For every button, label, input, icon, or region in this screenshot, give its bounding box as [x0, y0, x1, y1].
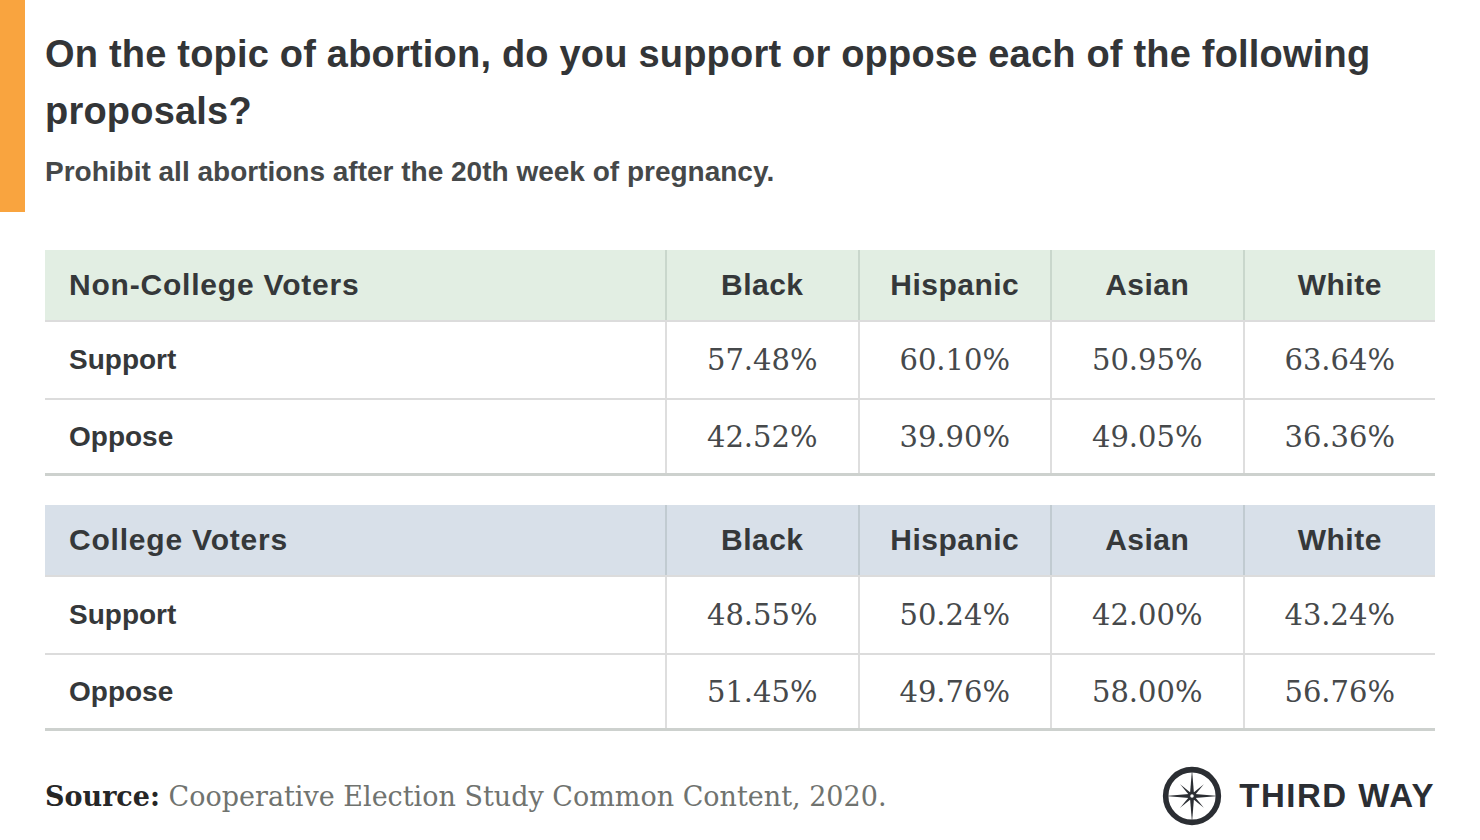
table-non-college-voters: Non-College Voters Black Hispanic Asian … [45, 250, 1435, 476]
accent-bar [0, 0, 25, 212]
column-header-cell: Hispanic [858, 505, 1051, 575]
column-header-cell: Hispanic [858, 250, 1051, 320]
source-text: Cooperative Election Study Common Conten… [169, 781, 887, 812]
column-header: Black [721, 268, 804, 302]
table-cell: 49.05% [1050, 400, 1243, 473]
cell-value: 50.24% [899, 598, 1010, 632]
cell-value: 63.64% [1284, 343, 1395, 377]
table-cell: 42.52% [665, 400, 858, 473]
table-cell: 39.90% [858, 400, 1051, 473]
column-header: Hispanic [890, 523, 1019, 557]
column-header-cell: Asian [1050, 505, 1243, 575]
cell-value: 39.90% [899, 420, 1010, 454]
table-title-cell: Non-College Voters [45, 250, 665, 320]
column-header-cell: White [1243, 505, 1436, 575]
row-label: Oppose [69, 421, 173, 453]
table-cell: 42.00% [1050, 577, 1243, 653]
cell-value: 43.24% [1284, 598, 1395, 632]
table-college-voters: College Voters Black Hispanic Asian Whit… [45, 505, 1435, 731]
source-label: Source: [45, 781, 160, 812]
cell-value: 49.76% [899, 675, 1010, 709]
page-title: On the topic of abortion, do you support… [45, 26, 1415, 140]
table-title-cell: College Voters [45, 505, 665, 575]
infographic: On the topic of abortion, do you support… [45, 0, 1435, 827]
row-label: Support [69, 599, 176, 631]
row-label: Support [69, 344, 176, 376]
column-header: Asian [1105, 268, 1189, 302]
column-header-cell: Black [665, 250, 858, 320]
table-cell: 48.55% [665, 577, 858, 653]
cell-value: 42.00% [1092, 598, 1203, 632]
cell-value: 50.95% [1092, 343, 1203, 377]
cell-value: 48.55% [707, 598, 818, 632]
table-title: Non-College Voters [69, 268, 360, 302]
table-cell: 50.24% [858, 577, 1051, 653]
table-row-support: Support 57.48% 60.10% 50.95% 63.64% [45, 320, 1435, 398]
table-cell: 49.76% [858, 655, 1051, 728]
column-header: Black [721, 523, 804, 557]
cell-value: 57.48% [707, 343, 818, 377]
page-subtitle: Prohibit all abortions after the 20th we… [45, 156, 1435, 188]
row-label-cell: Support [45, 577, 665, 653]
column-header-cell: Asian [1050, 250, 1243, 320]
cell-value: 42.52% [707, 420, 818, 454]
column-header: Hispanic [890, 268, 1019, 302]
column-header-cell: White [1243, 250, 1436, 320]
third-way-logo: THIRD WAY [1161, 765, 1435, 827]
table-row-support: Support 48.55% 50.24% 42.00% 43.24% [45, 575, 1435, 653]
column-header: Asian [1105, 523, 1189, 557]
cell-value: 49.05% [1092, 420, 1203, 454]
table-header-row: College Voters Black Hispanic Asian Whit… [45, 505, 1435, 575]
footer: Source: Cooperative Election Study Commo… [45, 765, 1435, 827]
table-cell: 43.24% [1243, 577, 1436, 653]
row-label-cell: Support [45, 322, 665, 398]
table-cell: 36.36% [1243, 400, 1436, 473]
table-cell: 50.95% [1050, 322, 1243, 398]
column-header: White [1298, 523, 1382, 557]
table-cell: 56.76% [1243, 655, 1436, 728]
third-way-wordmark: THIRD WAY [1239, 777, 1435, 815]
table-cell: 60.10% [858, 322, 1051, 398]
row-label-cell: Oppose [45, 400, 665, 473]
table-title: College Voters [69, 523, 288, 557]
cell-value: 58.00% [1092, 675, 1203, 709]
compass-icon [1161, 765, 1223, 827]
table-row-oppose: Oppose 42.52% 39.90% 49.05% 36.36% [45, 398, 1435, 476]
column-header-cell: Black [665, 505, 858, 575]
row-label-cell: Oppose [45, 655, 665, 728]
table-cell: 63.64% [1243, 322, 1436, 398]
table-cell: 51.45% [665, 655, 858, 728]
table-row-oppose: Oppose 51.45% 49.76% 58.00% 56.76% [45, 653, 1435, 731]
column-header: White [1298, 268, 1382, 302]
table-header-row: Non-College Voters Black Hispanic Asian … [45, 250, 1435, 320]
cell-value: 56.76% [1284, 675, 1395, 709]
cell-value: 51.45% [707, 675, 818, 709]
source-line: Source: Cooperative Election Study Commo… [45, 781, 886, 812]
table-cell: 57.48% [665, 322, 858, 398]
cell-value: 36.36% [1284, 420, 1395, 454]
cell-value: 60.10% [899, 343, 1010, 377]
table-cell: 58.00% [1050, 655, 1243, 728]
row-label: Oppose [69, 676, 173, 708]
